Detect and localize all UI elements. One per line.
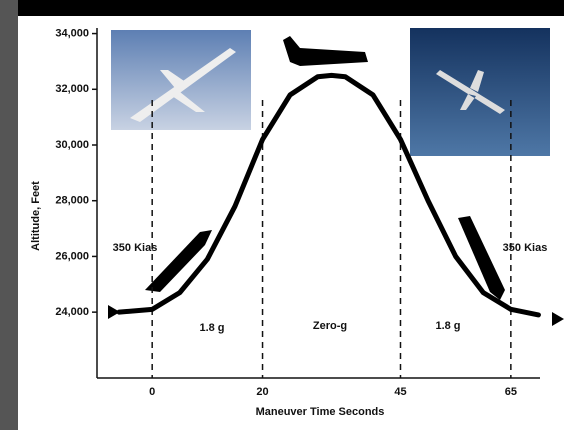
annotation: 350 Kias (503, 242, 548, 254)
y-tick-label: 24,000 (55, 306, 89, 318)
side-strip (0, 0, 18, 430)
y-tick-label: 32,000 (55, 83, 89, 95)
annotation: Zero-g (313, 320, 347, 332)
x-tick-label: 20 (256, 386, 268, 398)
annotation: 350 Kias (113, 242, 158, 254)
x-tick-label: 65 (505, 386, 517, 398)
y-tick-label: 34,000 (55, 27, 89, 39)
annotation: 1.8 g (435, 320, 460, 332)
x-axis-label: Maneuver Time Seconds (256, 406, 385, 418)
chart: Altitude, Feet Maneuver Time Seconds 350… (0, 0, 564, 430)
annotation: 1.8 g (199, 322, 224, 334)
y-axis-label: Altitude, Feet (30, 181, 42, 251)
x-tick-label: 45 (394, 386, 406, 398)
photo-right (410, 28, 550, 156)
x-tick-label: 0 (149, 386, 155, 398)
y-tick-label: 26,000 (55, 250, 89, 262)
y-tick-label: 30,000 (55, 139, 89, 151)
y-tick-label: 28,000 (55, 195, 89, 207)
